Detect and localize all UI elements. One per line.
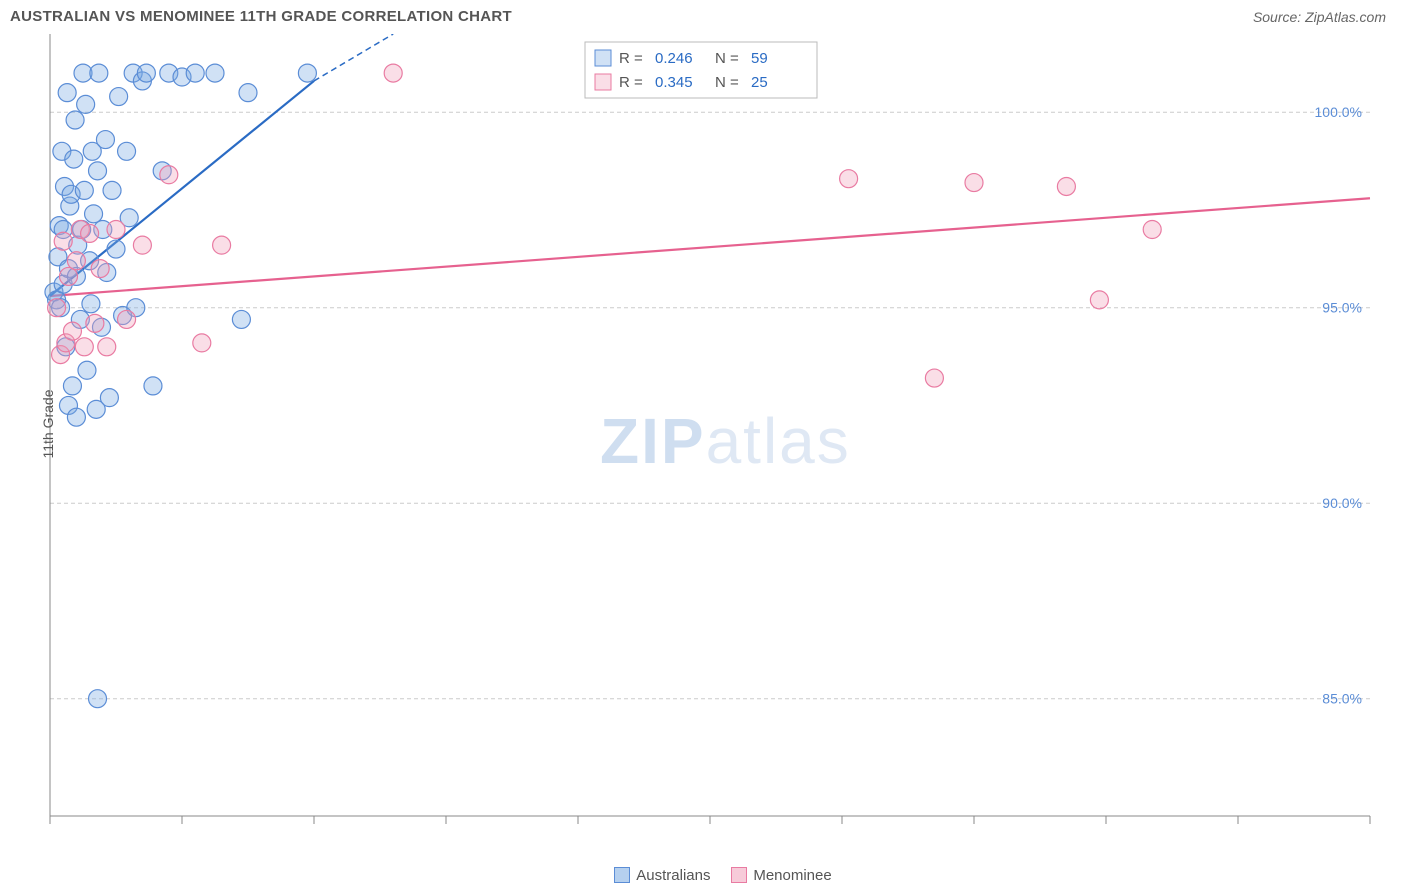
svg-text:0.0%: 0.0% [52, 831, 84, 834]
svg-text:85.0%: 85.0% [1322, 691, 1362, 707]
legend-item-menominee: Menominee [731, 867, 831, 884]
chart-source: Source: ZipAtlas.com [1253, 9, 1386, 25]
svg-text:95.0%: 95.0% [1322, 300, 1362, 316]
svg-text:0.246: 0.246 [655, 50, 693, 67]
svg-text:N =: N = [715, 74, 739, 91]
bottom-legend: Australians Menominee [40, 867, 1406, 884]
y-axis-label: 11th Grade [40, 389, 56, 458]
legend-item-australians: Australians [614, 867, 710, 884]
svg-text:100.0%: 100.0% [1321, 831, 1368, 834]
svg-text:R =: R = [619, 74, 643, 91]
chart-area: 11th Grade 85.0% 90.0% 95.0% 100.0% R = 0.246… [40, 34, 1406, 834]
svg-text:0.345: 0.345 [655, 74, 693, 91]
svg-text:90.0%: 90.0% [1322, 495, 1362, 511]
svg-text:N =: N = [715, 50, 739, 67]
svg-text:100.0%: 100.0% [1315, 104, 1362, 120]
scatter-plot-svg: 85.0% 90.0% 95.0% 100.0% R = 0.246 N = 59 R = 0.3… [40, 34, 1390, 834]
svg-text:R =: R = [619, 50, 643, 67]
chart-header: AUSTRALIAN VS MENOMINEE 11TH GRADE CORRE… [0, 0, 1406, 29]
svg-text:59: 59 [751, 50, 768, 67]
svg-text:25: 25 [751, 74, 768, 91]
chart-title: AUSTRALIAN VS MENOMINEE 11TH GRADE CORRE… [10, 8, 512, 25]
